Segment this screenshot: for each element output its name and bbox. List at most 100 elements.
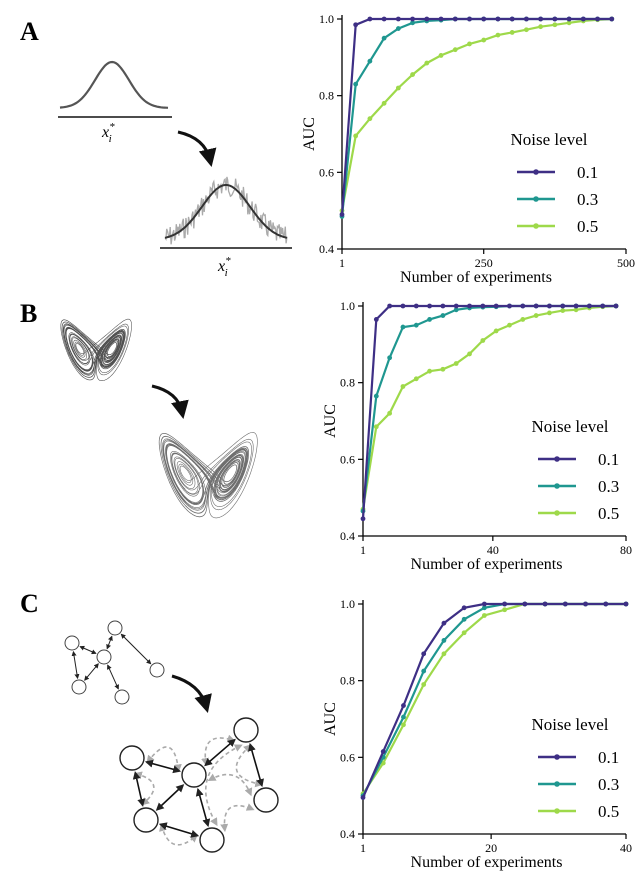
x-tick-label: 40: [620, 841, 632, 855]
x-tick-label: 80: [620, 543, 632, 557]
data-point: [467, 303, 472, 309]
data-point: [401, 714, 406, 720]
data-point: [410, 20, 415, 26]
series-line-0-1: [361, 602, 626, 799]
x-axis-label: Number of experiments: [411, 556, 563, 573]
x-tick-label: 1: [339, 256, 345, 270]
legend-label: 0.1: [598, 748, 619, 767]
y-tick-label: 0.6: [340, 452, 355, 466]
data-point: [467, 41, 472, 47]
y-axis-label: AUC: [301, 117, 318, 151]
y-tick-label: 0.8: [319, 89, 334, 103]
data-point: [595, 16, 600, 22]
data-point: [381, 35, 387, 41]
data-point: [583, 601, 588, 607]
data-point: [573, 303, 579, 309]
data-point: [410, 16, 415, 22]
data-point: [502, 601, 508, 607]
data-point: [453, 307, 459, 313]
legend-marker: [554, 483, 560, 489]
x-tick-label: 1: [360, 841, 366, 855]
data-point: [560, 303, 566, 309]
data-point: [507, 322, 512, 328]
data-point: [509, 30, 515, 35]
data-point: [401, 703, 406, 708]
legend-label: 0.1: [598, 450, 619, 469]
data-point: [441, 620, 447, 626]
data-point: [440, 303, 446, 309]
data-point: [453, 361, 459, 366]
data-point: [395, 16, 401, 22]
data-point: [401, 722, 406, 728]
legend-marker: [554, 456, 560, 462]
legend-marker: [554, 808, 560, 814]
data-point: [480, 303, 486, 309]
data-point: [542, 601, 548, 607]
x-tick-label: 1: [360, 543, 366, 557]
data-point: [421, 651, 427, 657]
data-point: [623, 601, 629, 607]
legend-marker: [533, 223, 539, 229]
data-point: [438, 53, 444, 58]
data-point: [481, 613, 487, 618]
data-point: [360, 516, 366, 522]
legend-label: 0.3: [577, 190, 598, 209]
series-line-0-5: [362, 602, 626, 795]
data-point: [480, 338, 486, 343]
legend-label: 0.3: [598, 775, 619, 794]
legend-title: Noise level: [532, 417, 609, 436]
data-point: [481, 37, 487, 43]
data-point: [373, 317, 379, 322]
data-point: [520, 303, 526, 309]
y-axis-label: AUC: [322, 702, 339, 736]
data-point: [495, 32, 501, 38]
data-point: [461, 605, 467, 611]
data-point: [509, 16, 515, 22]
y-tick-label: 0.4: [340, 827, 355, 841]
data-point: [400, 384, 406, 389]
y-tick-label: 0.6: [319, 165, 334, 179]
data-point: [440, 366, 446, 372]
data-point: [339, 212, 345, 217]
y-tick-label: 0.8: [340, 674, 355, 688]
legend-label: 0.5: [598, 802, 619, 821]
y-tick-label: 1.0: [319, 12, 334, 26]
panel-letter-a: A: [20, 17, 39, 46]
data-point: [520, 317, 526, 322]
data-point: [603, 601, 609, 607]
data-point: [547, 303, 552, 309]
data-point: [440, 313, 446, 318]
data-point: [547, 310, 552, 316]
x-tick-label: 500: [617, 256, 635, 270]
data-point: [481, 16, 487, 22]
series-line-0-5: [340, 17, 612, 211]
x-tick-label: 40: [487, 543, 499, 557]
data-point: [421, 668, 427, 674]
data-point: [427, 317, 432, 322]
data-point: [502, 607, 508, 613]
data-point: [438, 16, 444, 22]
data-point: [367, 16, 373, 22]
panel-letter-b: B: [20, 299, 37, 328]
data-point: [522, 601, 528, 607]
data-point: [481, 605, 487, 611]
data-point: [413, 322, 419, 328]
legend-label: 0.5: [577, 217, 598, 236]
var-label-bottom: x* i: [217, 255, 231, 279]
data-point: [560, 308, 566, 313]
y-tick-label: 1.0: [340, 299, 355, 313]
data-point: [353, 133, 359, 139]
data-point: [573, 307, 579, 313]
chart-c: 0.4 0.6 0.8 1.0 1 20 40 Number of experiments AU…: [322, 597, 632, 871]
data-point: [566, 20, 572, 26]
data-point: [381, 100, 387, 106]
data-point: [373, 393, 379, 399]
data-point: [353, 81, 359, 87]
data-point: [613, 303, 619, 309]
data-point: [373, 424, 379, 430]
data-point: [413, 376, 419, 382]
y-tick-label: 0.6: [340, 750, 355, 764]
data-point: [367, 116, 373, 122]
legend-marker: [533, 196, 539, 202]
data-point: [421, 682, 427, 687]
